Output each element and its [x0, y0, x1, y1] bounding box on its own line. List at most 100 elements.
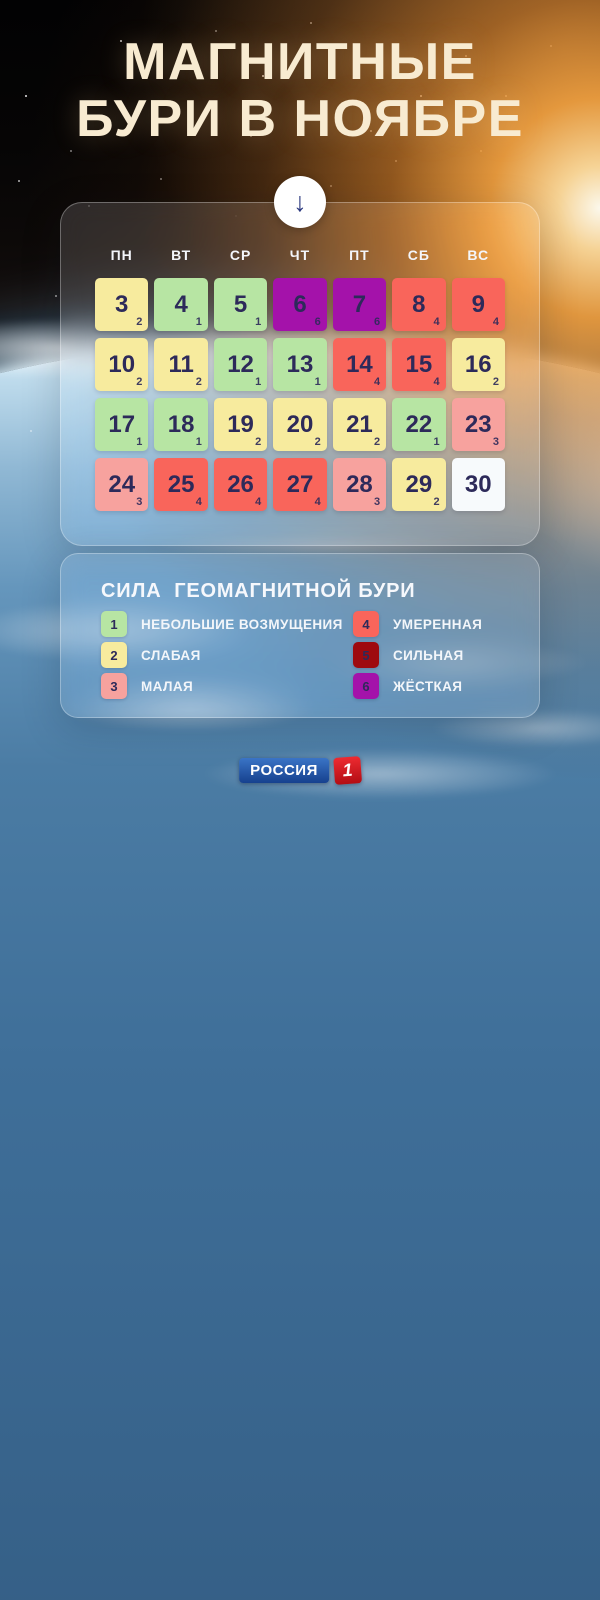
legend-label: НЕБОЛЬШИЕ ВОЗМУЩЕНИЯ [141, 616, 343, 632]
storm-level-badge: 4 [314, 496, 321, 508]
day-number: 26 [227, 470, 254, 498]
storm-level-badge: 1 [195, 436, 202, 448]
day-number: 27 [286, 470, 314, 498]
storm-level-badge: 4 [433, 376, 440, 388]
legend-label: СЛАБАЯ [141, 647, 201, 663]
storm-level-badge: 4 [492, 316, 499, 328]
storm-level-badge: 1 [314, 376, 321, 388]
calendar-day-20: 20 2 [273, 398, 327, 451]
storm-level-badge: 1 [433, 436, 440, 448]
weekday-label: СБ [407, 247, 430, 263]
calendar-day-10: 10 2 [95, 338, 149, 391]
day-number: 23 [464, 410, 492, 438]
day-number: 28 [346, 470, 373, 498]
calendar-card: ПН ВТ СР ЧТ ПТ СБ ВС 3 2 4 1 5 1 6 6 7 6 8 4 9 4 10 2 11 2 12 1 13… [60, 202, 540, 546]
storm-level-badge: 1 [136, 436, 143, 448]
day-number: 3 [115, 290, 129, 318]
storm-level-badge: 2 [136, 376, 143, 388]
day-number: 13 [286, 350, 314, 378]
weekday-label: ВС [467, 247, 490, 263]
page-title: МАГНИТНЫЕ БУРИ В НОЯБРЕ [0, 33, 600, 149]
legend-card: СИЛА ГЕОМАГНИТНОЙ БУРИ 1 НЕБОЛЬШИЕ ВОЗМУЩ… [60, 553, 540, 718]
storm-level-badge: 2 [433, 496, 440, 508]
page-title-line2: БУРИ В НОЯБРЕ [76, 90, 524, 149]
day-number: 25 [167, 470, 195, 498]
storm-level-badge: 3 [374, 496, 381, 508]
day-number: 16 [464, 350, 492, 378]
day-number: 17 [108, 410, 136, 438]
weekday-header-row: ПН ВТ СР ЧТ ПТ СБ ВС [61, 247, 539, 263]
calendar-day-12: 12 1 [213, 338, 268, 391]
day-number: 6 [293, 290, 307, 318]
calendar-day-23: 23 3 [451, 398, 505, 451]
calendar-day-17: 17 1 [95, 398, 149, 451]
calendar-day-16: 16 2 [451, 338, 505, 391]
legend-swatch: 6 [353, 673, 379, 699]
storm-level-badge: 2 [195, 376, 202, 388]
stars [0, 0, 2, 2]
day-number: 24 [108, 470, 136, 498]
storm-level-badge: 6 [374, 316, 381, 328]
calendar-day-25: 25 4 [154, 458, 208, 511]
day-number: 11 [168, 350, 194, 378]
calendar-day-11: 11 2 [154, 338, 208, 391]
storm-level-badge: 4 [433, 316, 440, 328]
calendar-day-26: 26 4 [213, 458, 268, 511]
legend-item-5: 5 СИЛЬНАЯ [353, 642, 539, 668]
legend-column-right: 4 УМЕРЕННАЯ 5 СИЛЬНАЯ 6 ЖЁСТКАЯ [353, 611, 539, 704]
page-title-line1: МАГНИТНЫЕ [123, 33, 477, 91]
storm-level-badge: 4 [195, 496, 202, 508]
weekday-label: ВТ [171, 247, 192, 263]
calendar-day-15: 15 4 [392, 338, 446, 391]
calendar-day-22: 22 1 [392, 398, 446, 451]
day-number: 12 [227, 350, 254, 378]
day-number: 29 [405, 470, 433, 498]
day-number: 19 [227, 410, 254, 438]
calendar-day-13: 13 1 [273, 338, 327, 391]
calendar-day-18: 18 1 [154, 398, 208, 451]
legend-swatch: 4 [353, 611, 379, 637]
storm-level-badge: 4 [255, 496, 262, 508]
channel-logo-number: 1 [332, 756, 362, 785]
legend-swatch: 2 [101, 642, 127, 668]
legend-item-4: 4 УМЕРЕННАЯ [353, 611, 539, 637]
storm-level-badge: 2 [136, 316, 143, 328]
legend-grid: 1 НЕБОЛЬШИЕ ВОЗМУЩЕНИЯ 2 СЛАБАЯ 3 МАЛАЯ 4 УМЕР… [61, 611, 539, 704]
legend-label: УМЕРЕННАЯ [393, 616, 483, 632]
day-number: 14 [346, 350, 373, 378]
legend-label: ЖЁСТКАЯ [393, 678, 463, 694]
arrow-down-icon: ↓ [293, 186, 307, 217]
storm-level-badge: 1 [255, 376, 262, 388]
storm-level-badge: 2 [374, 436, 381, 448]
storm-level-badge: 2 [492, 376, 499, 388]
weekday-label: СР [229, 247, 252, 263]
day-number: 9 [471, 290, 485, 318]
legend-swatch: 1 [101, 611, 127, 637]
storm-level-badge: 2 [314, 436, 321, 448]
calendar-day-28: 28 3 [332, 458, 387, 511]
calendar-day-27: 27 4 [273, 458, 327, 511]
storm-level-badge: 6 [314, 316, 321, 328]
day-number: 18 [167, 410, 195, 438]
storm-level-badge: 3 [136, 496, 143, 508]
storm-level-badge: 4 [374, 376, 381, 388]
day-number: 20 [286, 410, 314, 438]
legend-label: СИЛЬНАЯ [393, 647, 464, 663]
day-number: 4 [174, 290, 188, 318]
storm-level-badge: 1 [195, 316, 202, 328]
channel-logo-name: РОССИЯ [239, 758, 329, 783]
calendar-day-14: 14 4 [332, 338, 387, 391]
legend-title: СИЛА ГЕОМАГНИТНОЙ БУРИ [101, 580, 416, 602]
calendar-day-30: 30 [451, 458, 505, 511]
weekday-label: ПТ [349, 247, 370, 263]
legend-item-6: 6 ЖЁСТКАЯ [353, 673, 539, 699]
arrow-down-badge: ↓ [274, 176, 326, 228]
legend-swatch: 5 [353, 642, 379, 668]
storm-level-badge: 2 [255, 436, 262, 448]
legend-item-3: 3 МАЛАЯ [101, 673, 353, 699]
